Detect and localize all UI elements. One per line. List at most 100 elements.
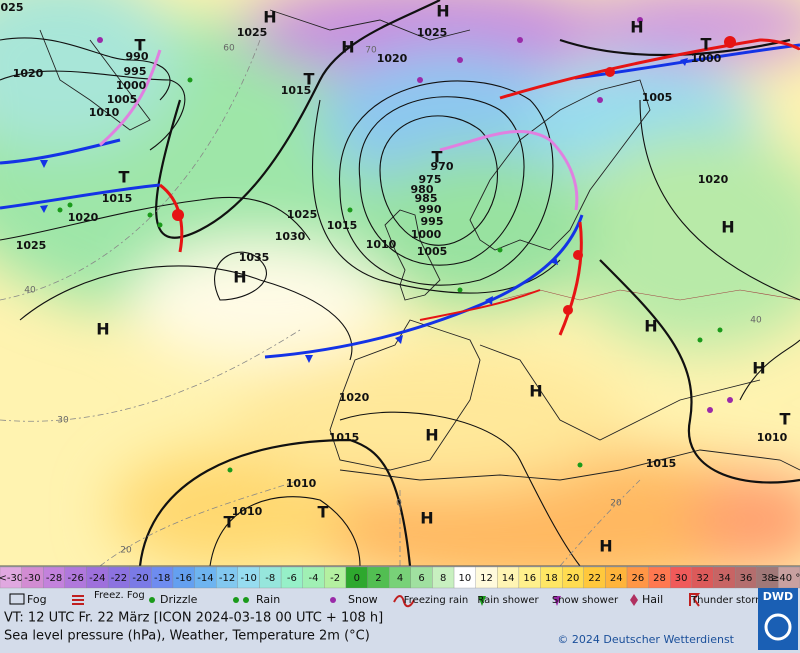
pressure-system: T xyxy=(224,513,235,532)
isobar-label: 025 xyxy=(1,1,24,14)
pressure-system: H xyxy=(233,268,246,287)
isobar-label: 1015 xyxy=(102,192,133,205)
rain-shower-icon xyxy=(478,596,486,606)
colorbar-label: <-30 xyxy=(0,573,23,584)
isobar-label: 1010 xyxy=(286,477,317,490)
isobar-label: 980 xyxy=(411,183,434,196)
valid-time: VT: 12 UTC Fr. 22 März [ICON 2024-03-18 … xyxy=(4,611,383,626)
colorbar-label: 18 xyxy=(545,573,558,584)
description: Sea level pressure (hPa), Weather, Tempe… xyxy=(4,629,370,644)
colorbar-label: 30 xyxy=(675,573,688,584)
isobar-label: 1025 xyxy=(237,26,268,39)
pressure-system: H xyxy=(341,38,354,57)
colorbar-label: -28 xyxy=(46,573,62,584)
pressure-system: T xyxy=(304,70,315,89)
isobar-label: 985 xyxy=(415,192,438,205)
isotherm-label: 40 xyxy=(24,286,36,296)
colorbar-label: -12 xyxy=(219,573,235,584)
isobar-label: 1010 xyxy=(757,431,788,444)
legend-label: Freez. Fog xyxy=(94,590,145,601)
legend-label: Snow xyxy=(348,593,378,606)
colorbar-label: 28 xyxy=(653,573,666,584)
temperature-colorbar: <-30 -30 -28 -26 -24 -22 -20 -18 -16 -14 -12 -10 -8-… xyxy=(0,566,800,589)
pressure-system: H xyxy=(436,2,449,21)
pressure-system: T xyxy=(135,36,146,55)
legend-label: Drizzle xyxy=(160,593,198,606)
isobar-label: 1030 xyxy=(275,230,306,243)
pressure-system: H xyxy=(644,317,657,336)
colorbar-label: 26 xyxy=(631,573,644,584)
isotherm-label: 40 xyxy=(750,316,762,326)
isobar-label: 1005 xyxy=(107,93,138,106)
legend-label: Snow shower xyxy=(552,595,619,606)
logo-icon xyxy=(764,613,792,641)
colorbar-label: -6 xyxy=(287,573,297,584)
colorbar-label: -26 xyxy=(68,573,84,584)
isobar-label: 1025 xyxy=(287,208,318,221)
pressure-system: H xyxy=(529,382,542,401)
isobar-label: 1010 xyxy=(366,238,397,251)
pressure-system: T xyxy=(432,148,443,167)
colorbar-label: 0 xyxy=(354,573,360,584)
colorbar-label: 8 xyxy=(440,573,446,584)
isobars xyxy=(0,0,800,566)
isotherm-label: 20 xyxy=(610,499,622,509)
colorbar-label: -18 xyxy=(154,573,170,584)
colorbar-label: 36 xyxy=(740,573,753,584)
copyright: © 2024 Deutscher Wetterdienst xyxy=(557,633,734,646)
isobar-label: 1020 xyxy=(68,211,99,224)
freezing-rain-icon xyxy=(393,595,415,608)
isobar-label: 1035 xyxy=(239,251,270,264)
colorbar-label: 22 xyxy=(588,573,601,584)
isobar-label: 990 xyxy=(419,203,442,216)
pressure-system: T xyxy=(318,503,329,522)
pressure-system: H xyxy=(263,8,276,27)
pressure-system: H xyxy=(425,426,438,445)
colorbar-label: 38 xyxy=(761,573,774,584)
isotherm-label: 30 xyxy=(57,416,69,426)
legend-label: Fog xyxy=(27,593,47,606)
pressure-system: T xyxy=(701,35,712,54)
isobar-label: 1005 xyxy=(417,245,448,258)
isobar-label: 1020 xyxy=(698,173,729,186)
colorbar-label: -22 xyxy=(111,573,127,584)
isobar-label: 1015 xyxy=(281,84,312,97)
colorbar-label: 20 xyxy=(567,573,580,584)
pressure-system: H xyxy=(752,359,765,378)
isobar-label: 1015 xyxy=(329,431,360,444)
colorbar-label: 34 xyxy=(718,573,731,584)
colorbar-label: -10 xyxy=(240,573,256,584)
dwd-logo: DWD xyxy=(758,588,798,650)
fog-icon xyxy=(9,593,25,605)
colorbar-label: ≥40 °C xyxy=(771,573,800,584)
colorbar-label: -14 xyxy=(197,573,213,584)
colorbar-label: 12 xyxy=(480,573,493,584)
snow-shower-icon xyxy=(553,596,561,606)
logo-text: DWD xyxy=(763,590,793,603)
isobar-label: 1015 xyxy=(646,457,677,470)
rain-icon xyxy=(233,597,239,603)
colorbar-label: -24 xyxy=(89,573,105,584)
isobar-label: 975 xyxy=(419,173,442,186)
pressure-system: H xyxy=(630,18,643,37)
isobar-label: 1005 xyxy=(642,91,673,104)
isobar-label: 970 xyxy=(431,160,454,173)
isobar-label: 1000 xyxy=(116,79,147,92)
colorbar-label: 16 xyxy=(523,573,536,584)
isotherm-label: 60 xyxy=(223,44,235,54)
isobar-label: 1020 xyxy=(377,52,408,65)
isobar-label: 1025 xyxy=(16,239,47,252)
snow-icon xyxy=(330,597,336,603)
colorbar-label: -8 xyxy=(265,573,275,584)
pressure-system: T xyxy=(119,168,130,187)
colorbar-label: -16 xyxy=(176,573,192,584)
isotherm-label: 20 xyxy=(120,546,132,556)
legend-label: Thunder storm xyxy=(690,595,765,606)
drizzle-icon xyxy=(149,597,155,603)
legend-label: Hail xyxy=(642,593,663,606)
colorbar-label: -4 xyxy=(309,573,319,584)
colorbar-label: 14 xyxy=(502,573,515,584)
coastlines xyxy=(39,9,800,481)
isobar-label: 1010 xyxy=(89,106,120,119)
